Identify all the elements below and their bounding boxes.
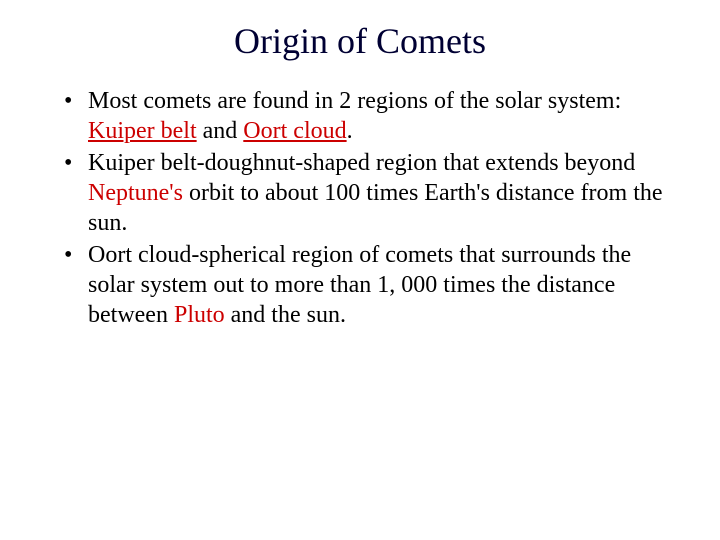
- bullet-item: Oort cloud-spherical region of comets th…: [60, 240, 670, 330]
- bullet-list: Most comets are found in 2 regions of th…: [50, 86, 670, 330]
- bullet-item: Kuiper belt-doughnut-shaped region that …: [60, 148, 670, 238]
- keyword-oort-cloud: Oort cloud: [243, 118, 346, 144]
- keyword-kuiper-belt: Kuiper belt: [88, 118, 197, 144]
- bullet-text-mid: and: [197, 118, 244, 144]
- bullet-text-pre: Kuiper belt-doughnut-shaped region that …: [88, 150, 635, 176]
- keyword-neptune: Neptune's: [88, 180, 183, 206]
- keyword-pluto: Pluto: [174, 302, 225, 328]
- bullet-text-post: and the sun.: [225, 302, 346, 328]
- bullet-text-pre: Most comets are found in 2 regions of th…: [88, 88, 621, 114]
- bullet-text-pre: Oort cloud-spherical region of comets th…: [88, 242, 631, 328]
- bullet-text-post: .: [347, 118, 353, 144]
- slide-title: Origin of Comets: [50, 20, 670, 62]
- bullet-item: Most comets are found in 2 regions of th…: [60, 86, 670, 146]
